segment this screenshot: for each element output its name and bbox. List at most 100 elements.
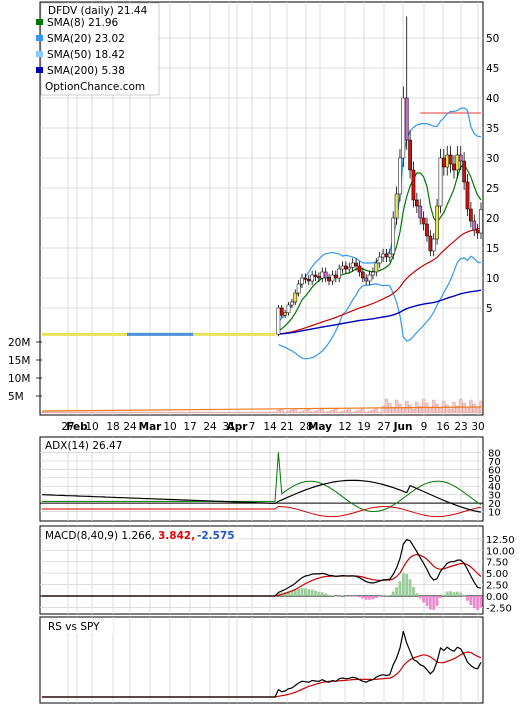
plus-di-line xyxy=(42,452,482,513)
volume-bar xyxy=(104,411,108,414)
x-tick-label: 27 xyxy=(61,421,74,433)
volume-bar xyxy=(165,411,169,414)
volume-bar xyxy=(138,411,142,414)
volume-bar xyxy=(145,411,149,414)
candle-body xyxy=(448,154,453,165)
macd-histogram-bar xyxy=(381,595,385,597)
candle-body xyxy=(317,276,321,279)
candle-body xyxy=(458,154,463,162)
candle-body xyxy=(438,157,443,207)
x-tick-label: 27 xyxy=(377,421,390,433)
volume-bar xyxy=(249,411,254,414)
volume-bar xyxy=(340,410,345,414)
volume-bar xyxy=(53,411,58,414)
volume-tick-label: 20M xyxy=(8,337,30,349)
x-tick-label: 18 xyxy=(106,421,119,433)
candle-body xyxy=(377,256,382,264)
candle-body xyxy=(333,274,338,279)
macd-histogram-bar xyxy=(297,588,301,596)
volume-bar xyxy=(84,411,88,414)
candle-body xyxy=(435,205,439,240)
volume-bar xyxy=(77,411,81,414)
volume-bar xyxy=(300,410,304,414)
volume-bar xyxy=(273,411,277,414)
volume-bar xyxy=(178,411,183,414)
macd-histogram-bar xyxy=(388,595,392,596)
macd-histogram-bar xyxy=(374,596,378,599)
volume-bar xyxy=(421,398,426,414)
bollinger-lower-line xyxy=(278,255,482,360)
x-tick-label: 19 xyxy=(357,421,370,433)
adx-tick-label: 30 xyxy=(488,491,501,502)
volume-bar xyxy=(222,411,227,414)
volume-bar xyxy=(40,411,44,414)
candle-body xyxy=(283,312,287,316)
volume-bar xyxy=(219,411,223,414)
volume-bar xyxy=(367,410,372,414)
candle-body xyxy=(357,265,362,273)
macd-histogram-bar xyxy=(449,591,453,596)
sma8-legend: SMA(8) 21.96 xyxy=(47,17,119,29)
candle-body xyxy=(330,274,335,282)
volume-bar xyxy=(256,411,260,414)
minus-di-line xyxy=(42,505,482,518)
candle-body xyxy=(442,157,446,168)
candle-body xyxy=(306,278,311,282)
volume-bar xyxy=(87,411,91,414)
macd-histogram-bar xyxy=(395,587,398,596)
adx-tick-label: 20 xyxy=(488,499,501,510)
x-tick-label: 24 xyxy=(203,421,217,433)
sma20-swatch xyxy=(36,35,43,41)
candle-body xyxy=(414,199,419,207)
macd-tick-label: 10.00 xyxy=(486,546,515,557)
price-legend: DFDV (daily) 21.44 SMA(8) 21.96 SMA(20) … xyxy=(36,2,160,96)
sma200-swatch xyxy=(36,67,43,73)
volume-bar xyxy=(155,411,159,414)
candle-body xyxy=(276,307,281,335)
candle-body xyxy=(462,160,466,183)
volume-bar xyxy=(296,411,301,414)
candle-body xyxy=(452,163,456,171)
macd-histogram-bar xyxy=(408,579,412,596)
candle-body xyxy=(391,217,396,255)
adx-label: ADX(14) xyxy=(45,440,89,452)
candles xyxy=(276,16,483,337)
volume-bar xyxy=(371,409,375,414)
volume-bar xyxy=(118,411,122,414)
candle-body xyxy=(398,157,402,195)
x-tick-label: 31 xyxy=(222,421,235,433)
volume-tick-label: 10M xyxy=(8,373,30,385)
x-tick-label: May xyxy=(308,421,332,433)
volume-bar xyxy=(50,411,54,414)
candle-body xyxy=(347,266,352,270)
volume-bar xyxy=(259,411,264,414)
volume-bar xyxy=(391,406,395,414)
volume-bars xyxy=(40,398,483,414)
price-tick-label: 5 xyxy=(486,303,493,315)
volume-bar xyxy=(462,402,466,414)
volume-bar xyxy=(361,408,365,414)
volume-bar xyxy=(239,411,243,414)
volume-bar xyxy=(134,411,139,414)
macd-histogram-bar xyxy=(405,573,409,596)
volume-bar xyxy=(472,403,476,414)
macd-line xyxy=(42,538,482,597)
macd-histogram-bar xyxy=(337,595,341,597)
candle-body xyxy=(313,274,318,278)
macd-histogram-bar xyxy=(435,596,439,606)
macd-histogram-bar xyxy=(331,595,334,596)
macd-value: 1.266, xyxy=(121,530,154,542)
macd-histogram-bar xyxy=(364,596,368,600)
macd-histogram-bar xyxy=(300,588,304,596)
source-label: OptionChance.com xyxy=(45,81,145,93)
price-tick-label: 30 xyxy=(486,153,499,165)
macd-histogram-bar xyxy=(459,592,463,596)
macd-histogram-bar xyxy=(290,590,294,596)
candle-body xyxy=(364,277,369,282)
macd-histogram-bar xyxy=(287,591,290,596)
volume-bar xyxy=(148,411,152,414)
x-tick-label: Jun xyxy=(393,421,413,433)
macd-histogram-bar xyxy=(398,581,402,596)
sma8-line xyxy=(278,163,482,332)
volume-bar xyxy=(175,411,179,414)
